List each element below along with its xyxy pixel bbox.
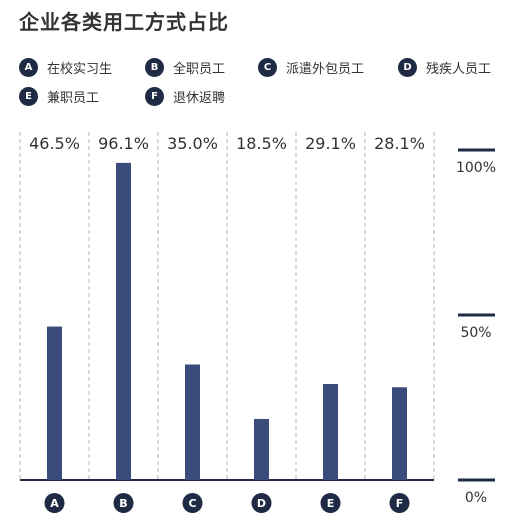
category-badge-e (320, 493, 341, 513)
legend: A 在校实习生 B 全职员工 C 派遣外包员工 D 残疾人员工 E 兼职员工 F… (0, 0, 516, 120)
legend-badge-e: E (19, 86, 38, 106)
legend-label-c: 派遣外包员工 (286, 61, 365, 77)
value-label-b: 96.1% (98, 134, 149, 153)
category-badge-b (113, 493, 134, 513)
legend-label-e: 兼职员工 (47, 90, 100, 106)
bar-a (47, 326, 62, 480)
legend-badge-b: B (145, 57, 164, 77)
category-label-e: E (327, 497, 335, 510)
legend-item-a: A 在校实习生 (19, 57, 112, 77)
bar-c (185, 364, 200, 480)
category-badge-f (389, 493, 410, 513)
category-label-d: D (257, 497, 266, 510)
legend-label-b: 全职员工 (173, 61, 226, 77)
legend-label-a: 在校实习生 (47, 61, 113, 77)
category-badge-d (251, 493, 272, 513)
category-label-c: C (188, 497, 196, 510)
legend-item-e: E 兼职员工 (19, 86, 99, 106)
legend-badge-c: C (258, 57, 277, 77)
bar-f (392, 387, 407, 480)
value-label-f: 28.1% (374, 134, 425, 153)
category-badge-c (182, 493, 203, 513)
legend-badge-f: F (145, 86, 164, 106)
chart-title: 企业各类用工方式占比 (19, 10, 229, 34)
y-tick-label-2: 0% (465, 490, 487, 506)
legend-item-c: C 派遣外包员工 (258, 57, 364, 77)
value-label-a: 46.5% (29, 134, 80, 153)
y-tick-label-0: 100% (456, 160, 496, 176)
y-tick-label-1: 50% (460, 325, 491, 341)
legend-item-b: B 全职员工 (145, 57, 225, 77)
bar-d (254, 418, 269, 480)
category-label-a: A (50, 497, 59, 510)
legend-badge-d: D (398, 57, 417, 77)
bar-b (116, 162, 131, 480)
value-label-e: 29.1% (305, 134, 356, 153)
legend-item-d: D 残疾人员工 (398, 57, 491, 77)
category-label-b: B (119, 497, 127, 510)
bar-e (323, 383, 338, 480)
category-label-f: F (396, 497, 404, 510)
legend-item-f: F 退休返聘 (145, 86, 225, 106)
legend-badge-a: A (19, 57, 38, 77)
legend-label-d: 残疾人员工 (426, 61, 492, 77)
category-badge-a (44, 493, 65, 513)
value-label-d: 18.5% (236, 134, 287, 153)
legend-label-f: 退休返聘 (173, 90, 226, 106)
value-label-c: 35.0% (167, 134, 218, 153)
